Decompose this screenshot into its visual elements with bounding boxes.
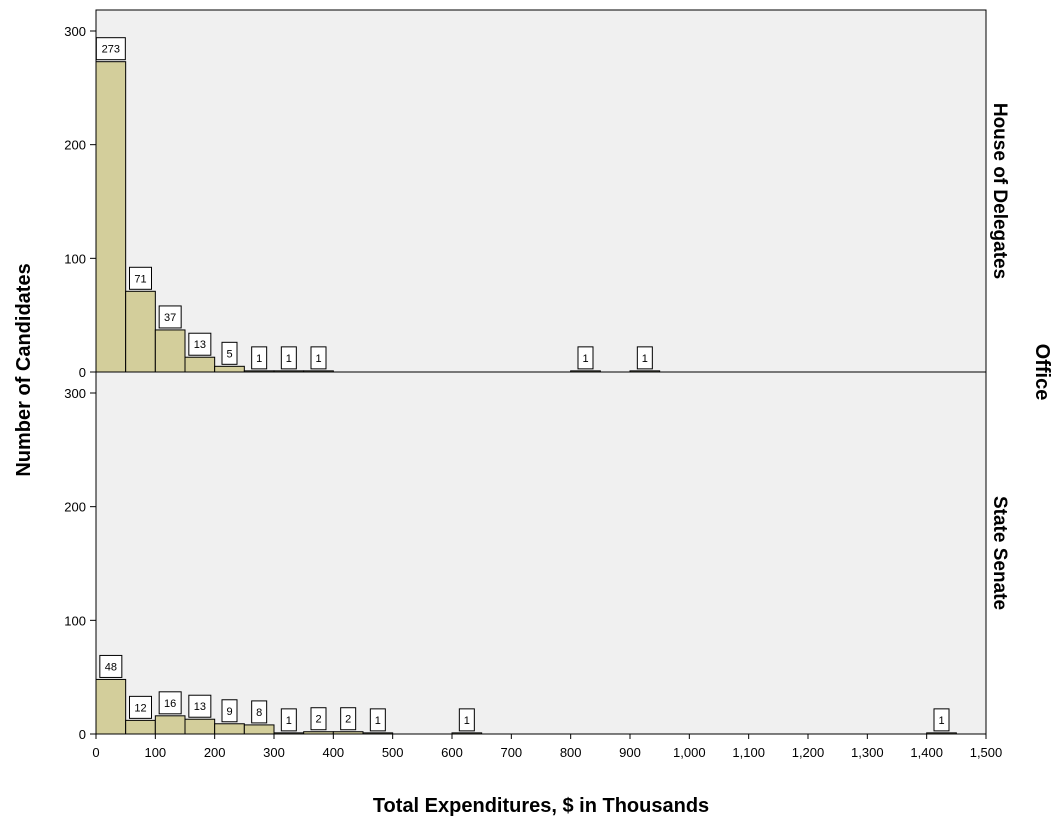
data-label: 13 — [194, 701, 206, 713]
x-tick-label: 800 — [560, 745, 582, 760]
data-label-box — [251, 700, 268, 724]
histogram-bar — [154, 715, 186, 735]
histogram-bar — [125, 290, 156, 373]
data-label-box — [933, 708, 950, 732]
data-label-box — [158, 305, 182, 329]
panel-border — [95, 371, 987, 735]
histogram-bar — [184, 356, 216, 373]
data-label-box — [158, 691, 182, 715]
x-tick-label: 1,500 — [970, 745, 1003, 760]
histogram-bar — [214, 723, 245, 735]
y-tick-label: 100 — [64, 251, 86, 266]
histogram-bar — [95, 678, 127, 735]
histogram-bar — [154, 329, 186, 373]
panel-label: State Senate — [989, 496, 1010, 610]
data-label: 13 — [194, 339, 206, 351]
x-axis-title: Total Expenditures, $ in Thousands — [373, 795, 709, 817]
x-tick-label: 1,400 — [910, 745, 943, 760]
data-label-box — [188, 694, 212, 718]
x-tick-label: 300 — [263, 745, 285, 760]
histogram-bar — [243, 724, 275, 735]
data-label-box — [310, 707, 327, 731]
histogram-bar — [214, 365, 245, 373]
histogram-bar — [95, 61, 127, 373]
x-tick-label: 1,200 — [792, 745, 825, 760]
panel-label: House of Delegates — [989, 103, 1010, 279]
data-label-box — [188, 332, 212, 356]
data-label: 8 — [256, 707, 262, 719]
data-label-box — [310, 346, 327, 370]
y-tick-label: 0 — [79, 727, 86, 742]
y-tick-label: 300 — [64, 24, 86, 39]
data-label: 1 — [375, 715, 381, 727]
data-label-box — [636, 346, 653, 370]
data-label: 1 — [464, 715, 470, 727]
data-label-box — [221, 699, 238, 723]
data-label: 12 — [134, 702, 146, 714]
x-tick-label: 0 — [92, 745, 99, 760]
axes-layer: 0 100 200 300 400 500 600 700 800 900 1,000 1,100 1,… — [92, 734, 1002, 760]
x-tick-label: 400 — [322, 745, 344, 760]
x-tick-label: 600 — [441, 745, 463, 760]
y-axis-title: Number of Candidates — [13, 263, 35, 476]
data-label: 2 — [345, 714, 351, 726]
facet-title: Office — [1031, 344, 1053, 401]
data-label-box — [369, 708, 386, 732]
x-tick-label: 900 — [619, 745, 641, 760]
data-label-box — [577, 346, 594, 370]
y-tick-label: 300 — [64, 386, 86, 401]
data-label-box — [280, 708, 297, 732]
data-label-box — [221, 341, 238, 365]
data-label-box — [340, 707, 357, 731]
data-label-box — [129, 266, 152, 290]
histogram-bar — [184, 718, 216, 735]
x-tick-label: 1,000 — [673, 745, 706, 760]
y-tick-label: 100 — [64, 613, 86, 628]
data-label-box — [280, 346, 297, 370]
data-label: 9 — [226, 706, 232, 718]
data-label: 1 — [642, 353, 648, 365]
panels-layer: 273 71 37 13 5 1 1 1 1 1 0 100 200 300 House of Delega… — [64, 9, 1010, 742]
data-label: 1 — [582, 353, 588, 365]
data-label-box — [129, 695, 152, 719]
data-label: 1 — [286, 353, 292, 365]
data-label: 5 — [226, 348, 232, 360]
data-label: 16 — [164, 698, 176, 710]
x-tick-label: 100 — [144, 745, 166, 760]
panel-1: 273 71 37 13 5 1 1 1 1 1 0 100 200 300 House of Delega… — [64, 9, 1010, 380]
x-tick-label: 1,100 — [732, 745, 765, 760]
panel-background — [96, 372, 986, 734]
data-label: 2 — [315, 714, 321, 726]
y-tick-label: 200 — [64, 500, 86, 515]
data-label: 1 — [286, 715, 292, 727]
y-tick-label: 0 — [79, 365, 86, 380]
data-label: 1 — [256, 353, 262, 365]
data-label-box — [99, 654, 123, 678]
panel-background — [96, 10, 986, 372]
y-tick-label: 200 — [64, 138, 86, 153]
x-tick-label: 500 — [382, 745, 404, 760]
data-label: 48 — [105, 661, 117, 673]
x-tick-label: 1,300 — [851, 745, 884, 760]
data-label-box — [251, 346, 268, 370]
data-label: 1 — [938, 715, 944, 727]
data-label-box — [458, 708, 475, 732]
data-label: 71 — [134, 273, 146, 285]
x-tick-label: 700 — [500, 745, 522, 760]
histogram-bar — [125, 719, 156, 735]
data-label: 273 — [102, 44, 120, 56]
data-label: 37 — [164, 312, 176, 324]
data-label: 1 — [315, 353, 321, 365]
x-tick-label: 200 — [204, 745, 226, 760]
